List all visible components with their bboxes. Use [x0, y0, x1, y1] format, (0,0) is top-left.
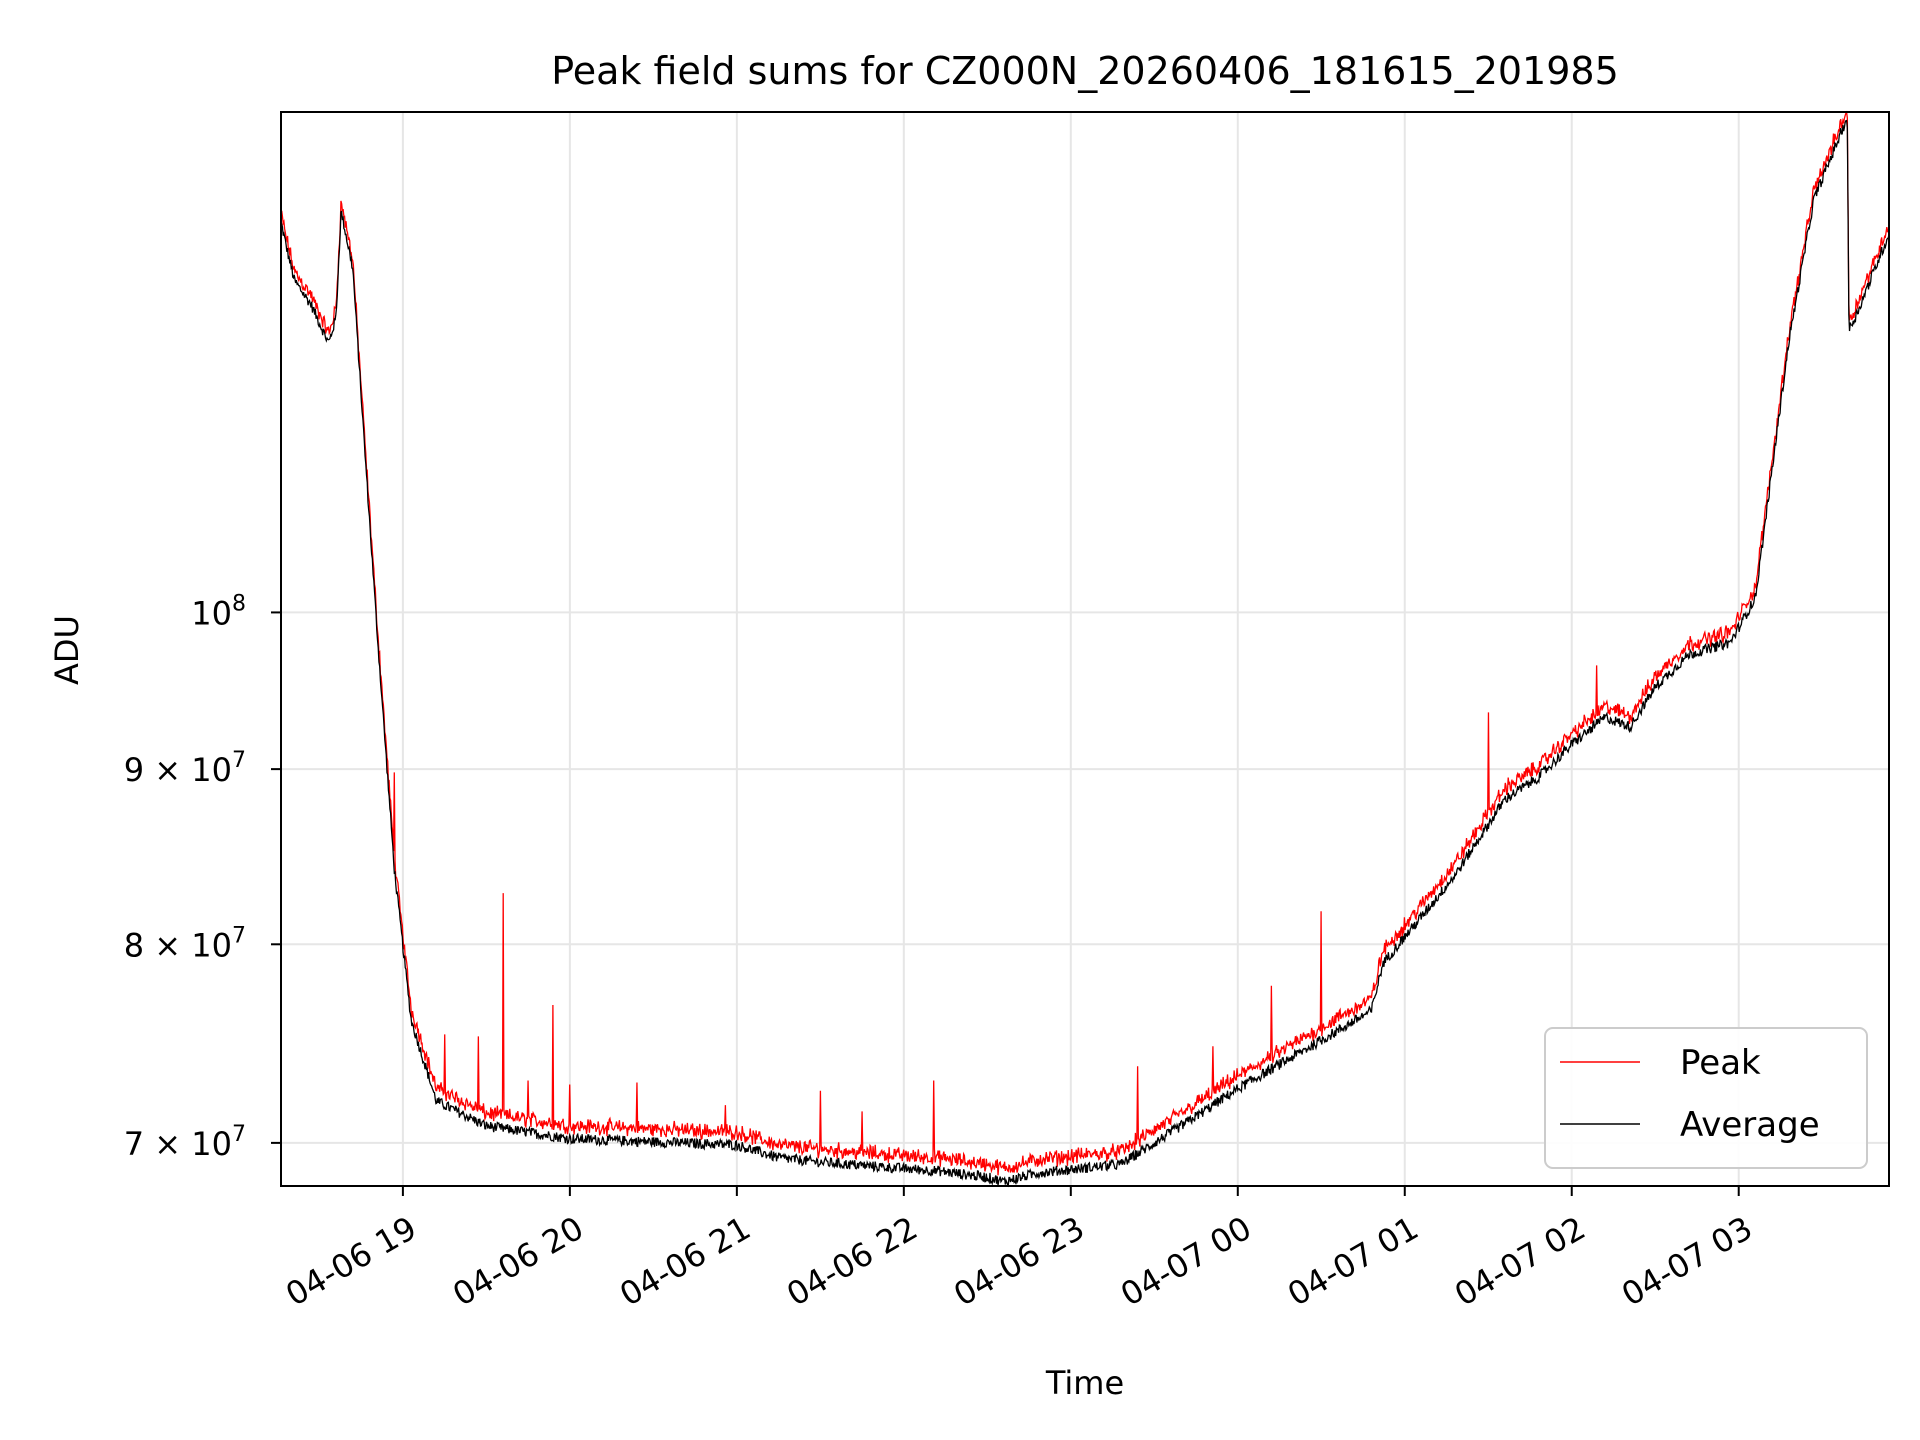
y-tick-label: 108	[191, 591, 246, 632]
legend-peak-label: Peak	[1680, 1043, 1761, 1083]
series	[280, 110, 1890, 1188]
y-tick-label: 8 × 107	[124, 923, 246, 964]
y-tick-label: 9 × 107	[124, 748, 246, 789]
series-line-peak	[280, 110, 1890, 1176]
legend-average-label: Average	[1680, 1105, 1820, 1145]
series-line-average	[280, 119, 1890, 1188]
axes-frame	[280, 111, 1890, 1187]
y-axis: 7 × 107 8 × 107 9 × 107 108	[124, 591, 281, 1163]
legend-box	[1544, 1027, 1868, 1169]
x-axis-label: Time	[1045, 1364, 1124, 1402]
chart-title: Peak field sums for CZ000N_20260406_1816…	[551, 49, 1619, 93]
y-axis-label: ADU	[48, 615, 86, 685]
legend: Peak Average	[1544, 1027, 1868, 1169]
y-tick-label: 7 × 107	[124, 1122, 246, 1163]
plot-area	[281, 112, 1889, 1186]
